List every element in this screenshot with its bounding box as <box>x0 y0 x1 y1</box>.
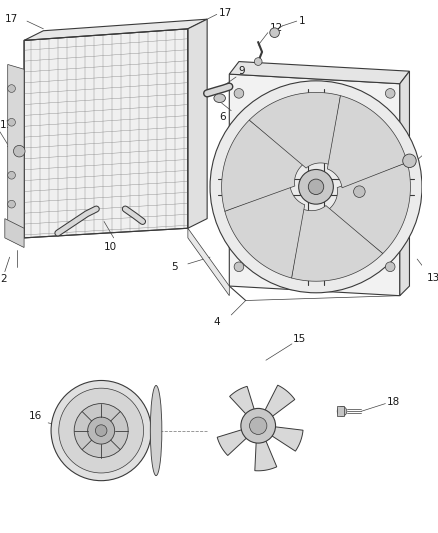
Circle shape <box>241 408 276 443</box>
Polygon shape <box>24 29 188 238</box>
Circle shape <box>210 81 422 293</box>
Polygon shape <box>222 120 304 211</box>
Text: 3: 3 <box>406 141 412 151</box>
Circle shape <box>95 425 107 437</box>
Polygon shape <box>188 19 207 228</box>
Polygon shape <box>8 64 24 233</box>
Polygon shape <box>24 19 207 41</box>
Circle shape <box>385 262 395 272</box>
Text: 13: 13 <box>427 273 438 284</box>
Circle shape <box>270 28 279 37</box>
Circle shape <box>299 169 333 204</box>
Polygon shape <box>292 206 383 281</box>
Text: 17: 17 <box>5 14 18 24</box>
Circle shape <box>353 186 365 197</box>
Ellipse shape <box>214 94 226 102</box>
Circle shape <box>88 417 115 444</box>
Circle shape <box>51 381 151 481</box>
Text: 1: 1 <box>299 16 305 26</box>
Circle shape <box>403 154 416 167</box>
Polygon shape <box>225 186 305 278</box>
Polygon shape <box>5 219 24 247</box>
Polygon shape <box>400 71 410 296</box>
Polygon shape <box>249 92 340 168</box>
Circle shape <box>234 88 244 98</box>
Circle shape <box>254 58 262 66</box>
Text: 2: 2 <box>0 274 7 284</box>
Polygon shape <box>261 385 295 422</box>
Text: 10: 10 <box>104 241 117 252</box>
Circle shape <box>385 88 395 98</box>
Circle shape <box>308 179 324 195</box>
Circle shape <box>234 262 244 272</box>
Polygon shape <box>327 95 407 188</box>
Circle shape <box>8 85 15 92</box>
Polygon shape <box>188 228 230 296</box>
Text: 4: 4 <box>214 317 220 327</box>
Circle shape <box>74 403 128 457</box>
Text: 12: 12 <box>270 23 283 33</box>
Polygon shape <box>255 434 277 471</box>
Text: 11: 11 <box>0 120 13 130</box>
Circle shape <box>8 172 15 179</box>
Polygon shape <box>230 62 410 84</box>
Circle shape <box>8 118 15 126</box>
Text: 18: 18 <box>386 397 399 407</box>
Polygon shape <box>337 407 344 416</box>
Polygon shape <box>265 426 303 451</box>
Circle shape <box>337 407 347 416</box>
Circle shape <box>59 388 144 473</box>
Text: 6: 6 <box>220 112 226 123</box>
Text: 15: 15 <box>293 334 306 344</box>
Text: 14: 14 <box>380 199 393 209</box>
Circle shape <box>14 146 25 157</box>
Text: 17: 17 <box>219 9 232 19</box>
Circle shape <box>250 417 267 434</box>
Circle shape <box>8 200 15 208</box>
Text: 5: 5 <box>172 262 178 272</box>
Text: 16: 16 <box>29 411 42 421</box>
Polygon shape <box>328 163 410 254</box>
Polygon shape <box>217 427 253 456</box>
Text: 9: 9 <box>238 66 244 76</box>
Polygon shape <box>230 386 257 421</box>
Polygon shape <box>230 74 400 296</box>
Ellipse shape <box>150 385 162 475</box>
